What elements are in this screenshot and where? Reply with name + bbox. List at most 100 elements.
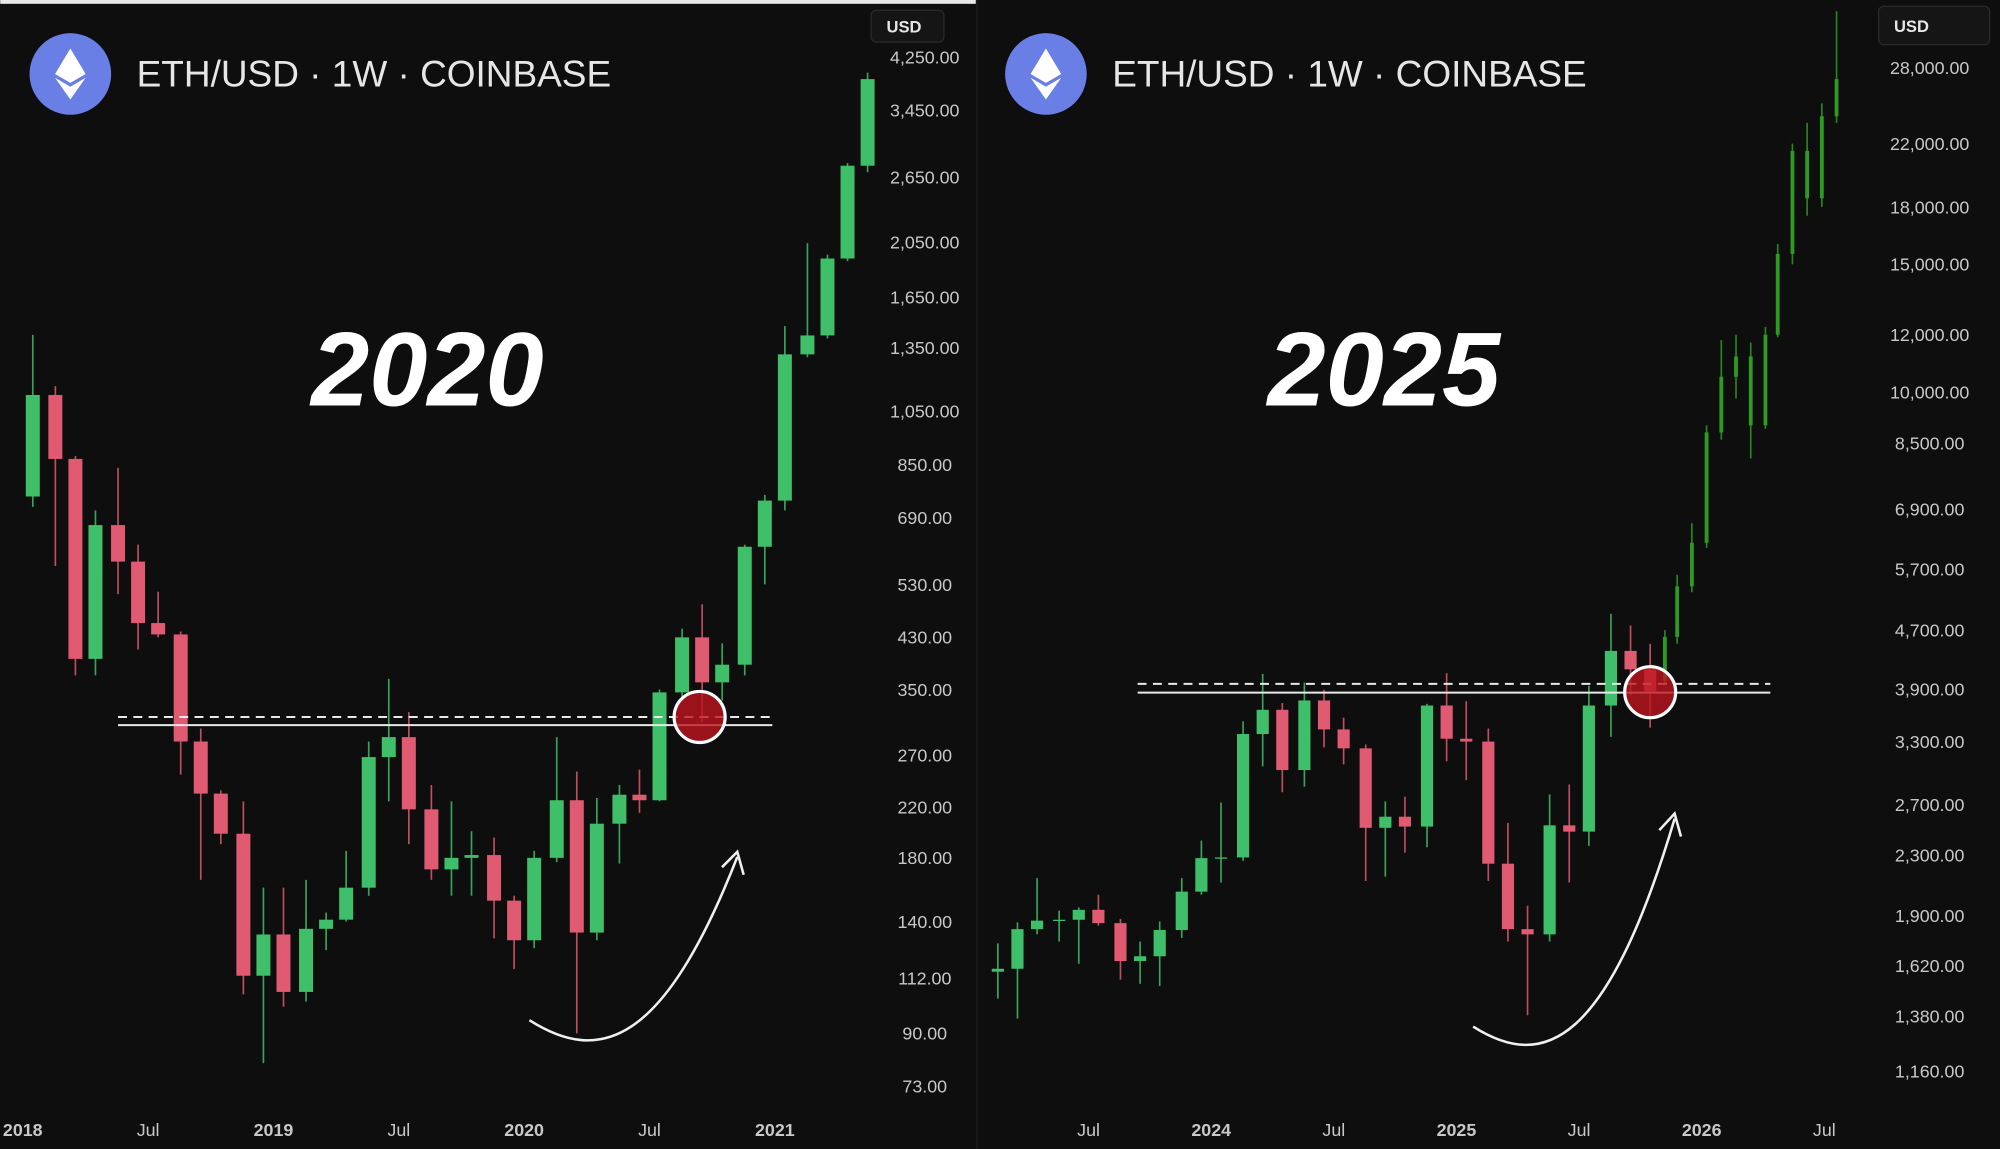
candle-body	[991, 968, 1004, 972]
candle-body	[1719, 376, 1724, 433]
y-tick-label: 1,160.00	[1895, 1061, 1965, 1081]
candle-body	[840, 165, 855, 259]
candle-body	[173, 634, 188, 742]
y-tick-label: 1,350.00	[890, 338, 960, 358]
x-tick-label: 2026	[1682, 1120, 1722, 1140]
candle-body	[589, 823, 604, 933]
candle-body	[1834, 79, 1839, 117]
candle-body	[111, 525, 126, 562]
y-tick-label: 90.00	[902, 1024, 947, 1044]
candle-body	[193, 741, 208, 794]
y-tick-label: 1,050.00	[890, 402, 960, 422]
candle-body	[444, 857, 459, 870]
candle-body	[1790, 150, 1795, 255]
candle-body	[424, 809, 439, 870]
y-tick-label: 1,650.00	[890, 287, 960, 307]
y-tick-label: 18,000.00	[1890, 197, 1969, 217]
candle-body	[151, 623, 166, 635]
currency-label: USD	[1894, 17, 1929, 36]
candle-body	[487, 855, 502, 901]
candle-body	[527, 857, 542, 941]
candle-body	[1521, 929, 1534, 935]
candle-body	[1337, 729, 1350, 749]
candle-body	[800, 335, 815, 355]
candle-body	[1175, 891, 1188, 931]
candle-body	[25, 394, 40, 497]
candle-body	[213, 793, 228, 834]
x-tick-label: 2021	[755, 1120, 795, 1140]
y-tick-label: 530.00	[897, 575, 952, 595]
y-tick-label: 28,000.00	[1890, 58, 1969, 78]
y-tick-label: 4,700.00	[1895, 620, 1965, 640]
candle-body	[1662, 636, 1667, 681]
candle-body	[1133, 956, 1147, 962]
candle-body	[1195, 858, 1208, 892]
candle-body	[1734, 356, 1738, 377]
x-tick-label: 2025	[1437, 1120, 1477, 1140]
y-tick-label: 2,300.00	[1895, 846, 1965, 866]
candle-body	[737, 546, 752, 665]
y-tick-label: 180.00	[897, 848, 952, 868]
x-tick-label: Jul	[1077, 1120, 1100, 1140]
candle-body	[612, 794, 627, 824]
candle-body	[299, 928, 314, 992]
candle-body	[88, 525, 103, 659]
candle-body	[1563, 825, 1576, 832]
x-tick-label: Jul	[1568, 1120, 1591, 1140]
candle-body	[48, 394, 63, 459]
breakout-marker	[672, 689, 727, 745]
candle-body	[777, 354, 792, 501]
y-tick-label: 15,000.00	[1890, 255, 1969, 275]
candle-body	[1053, 919, 1066, 922]
candle-body	[1482, 741, 1495, 864]
candle-body	[1543, 825, 1556, 935]
y-tick-label: 270.00	[897, 746, 952, 766]
candle-body	[632, 794, 647, 801]
candle-body	[1114, 923, 1127, 962]
currency-label: USD	[887, 18, 922, 37]
breakout-marker	[1623, 665, 1678, 720]
candle-body	[1704, 432, 1709, 543]
candle-body	[715, 664, 730, 683]
y-tick-label: 4,250.00	[890, 48, 960, 68]
y-tick-label: 2,050.00	[890, 232, 960, 252]
candle-body	[1582, 705, 1595, 832]
y-tick-label: 3,900.00	[1895, 679, 1965, 699]
currency-box	[870, 9, 945, 43]
currency-box	[1878, 5, 1991, 46]
candle-body	[1763, 334, 1768, 426]
top-edge	[0, 0, 976, 4]
chart-title: ETH/USD · 1W · COINBASE	[1112, 54, 1586, 95]
candle-body	[256, 934, 271, 976]
candle-body	[569, 800, 584, 933]
candle-body	[1420, 705, 1434, 827]
candle-body	[1675, 586, 1680, 637]
candle-body	[1256, 709, 1269, 735]
y-tick-label: 1,900.00	[1895, 906, 1965, 926]
y-tick-label: 3,450.00	[890, 101, 960, 121]
y-tick-label: 1,620.00	[1895, 956, 1965, 976]
candle-body	[361, 757, 376, 888]
arrow	[1472, 818, 1676, 1047]
x-tick-label: Jul	[1322, 1120, 1345, 1140]
year-annotation: 2020	[309, 312, 544, 429]
y-tick-label: 2,700.00	[1895, 795, 1965, 815]
candle-body	[860, 79, 875, 166]
candle-body	[1460, 738, 1473, 742]
candle-body	[276, 934, 291, 992]
candle-body	[1805, 150, 1810, 199]
candle-body	[695, 637, 710, 683]
arrow-head	[1658, 811, 1683, 837]
x-tick-label: Jul	[387, 1120, 410, 1140]
x-tick-label: 2024	[1191, 1120, 1231, 1140]
y-tick-label: 112.00	[898, 968, 951, 988]
candle-body	[1298, 700, 1311, 771]
candle-body	[757, 500, 772, 547]
candle-body	[1748, 356, 1753, 426]
x-tick-label: Jul	[638, 1120, 661, 1140]
year-annotation: 2025	[1266, 312, 1502, 429]
candle-body	[1775, 254, 1780, 335]
y-tick-label: 6,900.00	[1895, 499, 1965, 519]
